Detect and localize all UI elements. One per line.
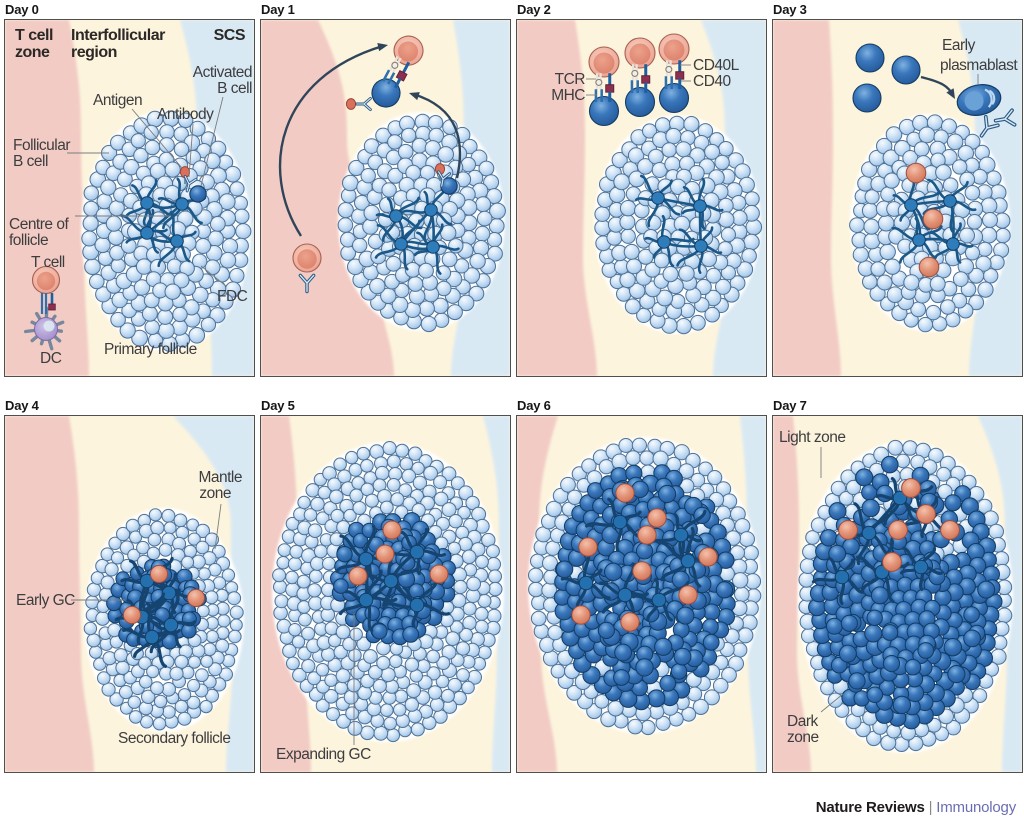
svg-text:Dark: Dark (787, 713, 818, 730)
svg-text:CD40: CD40 (693, 73, 732, 90)
svg-text:Interfollicular: Interfollicular (71, 27, 165, 44)
svg-text:Follicular: Follicular (13, 137, 70, 154)
svg-text:T cell: T cell (31, 254, 65, 271)
svg-text:DC: DC (40, 350, 62, 367)
svg-text:Primary follicle: Primary follicle (104, 341, 197, 358)
svg-text:Early: Early (942, 37, 976, 54)
svg-text:follicle: follicle (9, 232, 48, 249)
svg-text:CD40L: CD40L (693, 57, 740, 74)
svg-text:T cell: T cell (15, 27, 53, 44)
svg-text:Activated: Activated (193, 64, 252, 81)
svg-text:Secondary follicle: Secondary follicle (118, 730, 230, 747)
svg-text:B cell: B cell (217, 80, 252, 97)
svg-text:FDC: FDC (217, 288, 248, 305)
svg-text:SCS: SCS (214, 27, 246, 44)
svg-text:B cell: B cell (13, 153, 48, 170)
svg-text:MHC: MHC (551, 87, 585, 104)
svg-text:Early GC: Early GC (16, 592, 75, 609)
svg-text:TCR: TCR (555, 71, 586, 88)
svg-text:Mantle: Mantle (198, 469, 242, 486)
svg-text:Antibody: Antibody (157, 106, 214, 123)
svg-text:zone: zone (199, 485, 231, 502)
svg-text:Expanding GC: Expanding GC (276, 746, 371, 763)
svg-text:region: region (71, 44, 117, 61)
svg-text:Light zone: Light zone (779, 429, 846, 446)
svg-text:zone: zone (15, 44, 50, 61)
svg-text:Centre of: Centre of (9, 216, 69, 233)
svg-text:plasmablast: plasmablast (940, 57, 1018, 74)
svg-text:zone: zone (787, 729, 819, 746)
svg-text:Antigen: Antigen (93, 92, 142, 109)
